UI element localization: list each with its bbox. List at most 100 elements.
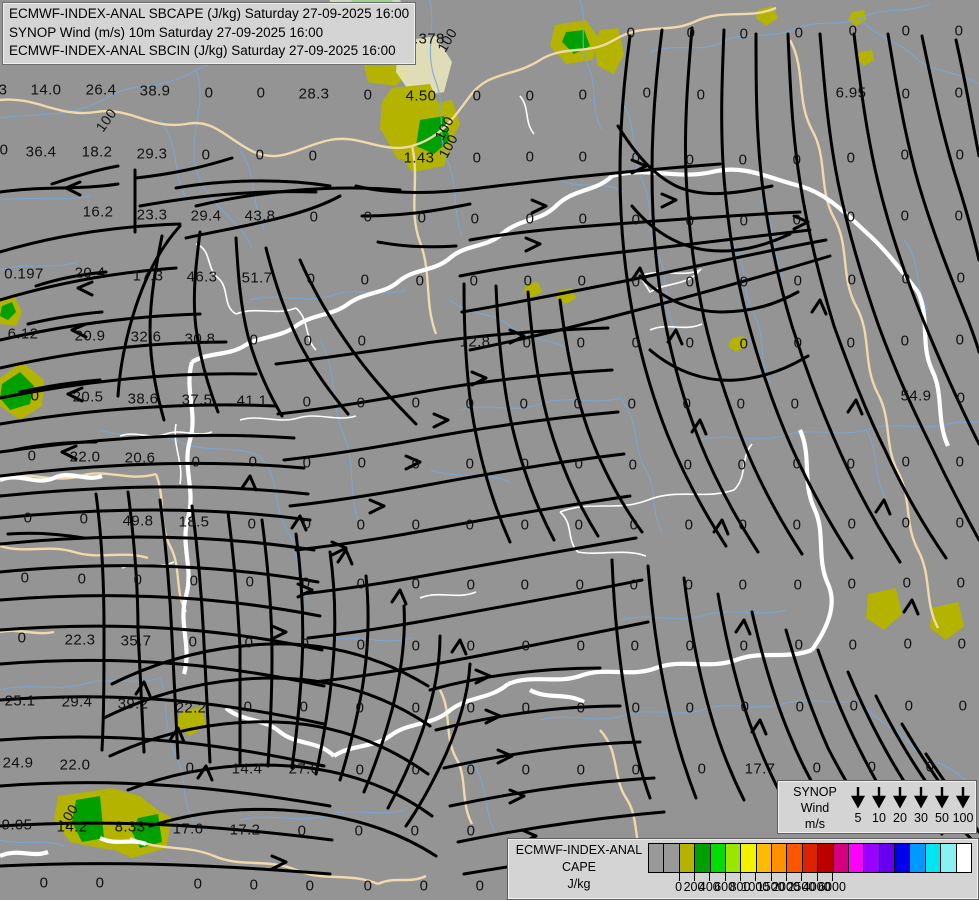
synop-wind-legend[interactable]: SYNOP Wind m/s 5 10 20 30 50 100	[777, 780, 977, 834]
station-value: 20.6	[124, 449, 156, 467]
station-value: 0	[627, 395, 637, 413]
cape-tick-label: 0	[675, 880, 683, 894]
station-value: 0	[792, 211, 802, 229]
cape-tick	[832, 873, 833, 881]
cape-legend-title-line1: ECMWF-INDEX-ANAL	[515, 843, 643, 857]
station-value: 0	[303, 332, 313, 350]
station-value: 9.05	[1, 816, 33, 834]
cape-color-swatch	[679, 844, 696, 872]
cape-tick-label: 600	[714, 880, 736, 894]
cape-tick-label: 1500	[756, 880, 785, 894]
cape-tick	[770, 873, 772, 881]
cape-tick-label: 6000	[818, 880, 846, 894]
station-value: 4.50	[405, 87, 437, 105]
station-value: 0	[902, 574, 912, 592]
station-value: 0	[363, 208, 373, 226]
station-value: 0	[475, 877, 485, 895]
station-value: 0	[629, 576, 639, 594]
station-value: 0	[519, 395, 529, 413]
station-value: 0	[191, 453, 201, 471]
station-value: 0	[299, 698, 309, 716]
station-value: 0	[574, 516, 584, 534]
cape-tick	[678, 873, 680, 881]
sbcin-thin-contour-layer	[119, 95, 753, 599]
station-value: 0	[696, 86, 706, 104]
station-value: 0	[631, 334, 641, 352]
station-value: 0	[466, 637, 476, 655]
wind-speed-label: 100	[952, 811, 974, 825]
cape-color-swatch	[833, 844, 849, 872]
station-value: 22.3	[64, 631, 96, 649]
cape-color-swatch	[741, 844, 757, 872]
station-value: 0	[578, 86, 588, 104]
station-value: 0	[27, 447, 37, 465]
cape-color-swatch	[848, 844, 865, 872]
station-value: 0	[642, 84, 652, 102]
station-value: 26.4	[85, 81, 117, 99]
wind-legend-units: m/s	[804, 817, 826, 831]
station-value: 20.5	[72, 388, 104, 406]
station-value: 0	[900, 146, 910, 164]
station-value: 0	[738, 516, 748, 534]
station-value: 0	[249, 331, 259, 349]
station-value: 36.4	[25, 143, 57, 161]
station-value: 0	[737, 456, 747, 474]
sbcin-contour-layer	[0, 167, 950, 858]
station-value: 0	[578, 210, 588, 228]
station-value: 0	[472, 87, 482, 105]
cape-color-swatch	[649, 844, 665, 872]
station-value: 0	[470, 210, 480, 228]
cape-tick-label: 2500	[787, 880, 816, 894]
cape-colorbar-legend[interactable]: ECMWF-INDEX-ANAL CAPE J/kg 0 200 400 600 800…	[507, 838, 979, 900]
station-value: 35.7	[120, 632, 152, 650]
station-value: 51.7	[241, 269, 273, 287]
station-value: 0	[684, 576, 694, 594]
station-value: 0.197	[4, 265, 44, 283]
station-value: 29.4	[190, 207, 222, 225]
station-value: 0	[790, 395, 800, 413]
station-value: 0	[576, 334, 586, 352]
station-value: 0	[631, 699, 641, 717]
station-value: 17.3	[132, 267, 164, 285]
cape-color-swatch	[756, 844, 772, 872]
station-value: 29.4	[61, 693, 93, 711]
cape-tick	[740, 873, 741, 881]
station-value: 0	[867, 758, 877, 776]
station-value: 0	[739, 212, 749, 230]
station-value: 1.43	[403, 149, 435, 167]
station-value: 0	[956, 574, 966, 592]
wind-streamline-layer	[0, 26, 979, 876]
station-value: 17.6	[172, 820, 204, 838]
station-value: 0	[904, 697, 914, 715]
station-value: 0	[411, 516, 421, 534]
station-value: 30.8	[184, 330, 216, 348]
station-value: 0	[0, 141, 9, 159]
station-value: 0	[356, 394, 366, 412]
station-value: 0	[738, 576, 748, 594]
station-value: 0	[900, 207, 910, 225]
station-value: 17.2	[229, 821, 261, 839]
station-value: 0	[520, 455, 530, 473]
cape-color-swatch	[879, 844, 895, 872]
station-value: 29.3	[136, 145, 168, 163]
cape-tick-label: 200	[683, 880, 705, 894]
cape-color-swatch	[725, 844, 742, 872]
station-value: 0	[792, 151, 802, 169]
station-value: 39.2	[117, 695, 149, 713]
station-value: 0	[685, 637, 695, 655]
station-value: 41.1	[236, 392, 268, 410]
station-value: 0	[301, 574, 311, 592]
cape-tick-label: 400	[698, 880, 720, 894]
station-value: 0	[363, 86, 373, 104]
cape-tick	[724, 873, 726, 881]
station-value: 0	[469, 272, 479, 290]
station-value: 0	[576, 699, 586, 717]
wind-legend-title: SYNOP	[793, 785, 837, 799]
station-value: 22.2	[175, 699, 207, 717]
wind-speed-row: 5 10 20 30 50 100	[848, 811, 974, 829]
station-value: 0	[685, 273, 695, 291]
station-value: 38.9	[139, 82, 171, 100]
station-value: 0	[302, 454, 312, 472]
station-value: 0	[255, 146, 265, 164]
